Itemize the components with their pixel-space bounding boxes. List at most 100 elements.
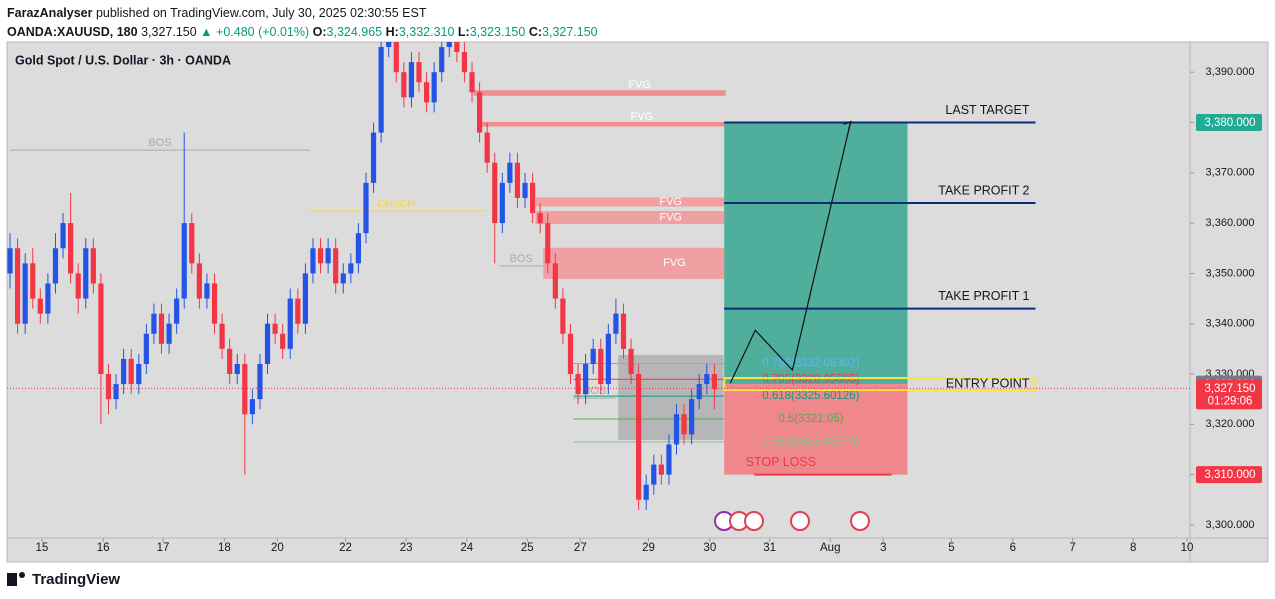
candle-body [446,42,452,48]
candle-body [393,42,399,73]
x-tick-label: 7 [1069,542,1075,554]
logo-mark [7,573,17,586]
fib-label: 0.5(3321.05) [778,413,843,425]
candle-body [590,348,596,364]
fvg-zone [543,247,726,279]
candle-body [567,333,574,375]
candle-body [204,283,210,299]
candle-body [136,363,142,385]
x-tick-label: 5 [948,542,954,554]
x-tick-label: 25 [521,542,534,554]
candle-body [189,223,195,264]
chart-title: Gold Spot / U.S. Dollar · 3h · OANDA [15,53,231,67]
candle-body [166,323,172,344]
x-tick-label: 27 [574,542,587,554]
candle-body [628,348,634,375]
change: ▲ +0.480 (+0.01%) [200,25,310,39]
level-label: TAKE PROFIT 2 [938,183,1029,197]
candle-body [408,62,415,98]
x-tick-label: 31 [763,542,776,554]
candle-body [30,263,36,299]
fvg-label: FVG [659,196,682,208]
price-badge-timer: 01:29:06 [1208,395,1253,407]
x-tick-label: 29 [642,542,655,554]
candle-body [461,52,468,73]
x-tick-label: 30 [703,542,716,554]
y-tick-label: 3,350.000 [1206,267,1255,279]
candle-body [484,132,490,163]
logo-mark [19,572,25,578]
fvg-label: FVG [659,211,682,223]
candle-body [143,333,149,364]
candle-body [643,484,649,500]
candle-body [90,248,96,284]
candle-body [378,47,384,133]
brand-name: TradingView [32,571,120,588]
candle-body [75,273,81,299]
last-price: 3,327.150 [141,25,197,39]
y-tick-label: 3,340.000 [1206,318,1255,330]
candle-body [211,283,218,324]
y-tick-label: 3,370.000 [1206,167,1255,179]
candle-body [264,323,271,364]
candle-body [302,273,309,324]
candle-body [181,223,187,299]
candle-body [242,363,248,415]
candle-body [113,384,119,400]
ohlc-value: 3,332.310 [398,25,455,39]
candle-body [7,248,13,274]
fib-label: 0.382(3316.49974) [762,436,859,448]
candle-body [219,323,225,349]
candle-body [98,283,104,375]
fvg-label: FVG [628,79,651,91]
candle-body [52,248,59,284]
candle-body [401,72,407,98]
candle-body [325,248,331,264]
candle-body [499,182,505,224]
event-icon [850,511,870,531]
fvg-zone [535,211,726,225]
candle-body [340,273,346,284]
structure-label: BOS [148,137,171,149]
candle-body [317,248,324,264]
y-tick-label: 3,300.000 [1206,519,1255,531]
candle-body [151,313,157,334]
candle-body [711,374,717,390]
level-label: ENTRY POINT [946,376,1030,390]
candle-body [128,358,134,385]
candle-body [552,263,558,299]
x-tick-label: 23 [400,542,413,554]
candle-body [469,72,475,93]
candle-body [423,82,430,103]
arrow-head [843,120,852,130]
ohlc-key: L: [457,25,470,39]
x-tick-label: 20 [271,542,284,554]
x-tick-label: 24 [460,542,473,554]
candle-body [545,223,551,264]
candle-body [658,464,664,475]
projection-path [729,121,852,384]
candle-body [704,374,710,385]
brand: TradingView [7,571,120,588]
candle-body [689,399,695,435]
candle-body [363,182,369,234]
candle-body [158,313,165,344]
candle-body [514,162,521,198]
fib-label: 0.786(3332.08302) [762,358,859,370]
publish-info: published on TradingView.com, July 30, 2… [95,6,427,20]
candle-body [613,313,619,334]
candle-body [439,47,445,73]
candle-body [227,348,233,375]
x-tick-label: 16 [97,542,110,554]
candle-body [696,384,702,400]
header: FarazAnalyser published on TradingView.c… [7,4,598,42]
axes: 3,300.0003,310.0003,320.0003,330.0003,34… [35,66,1262,554]
candle-body [598,348,604,385]
candle-body [37,298,43,314]
fib-label: 0.618(3325.60126) [762,390,859,402]
candle-body [310,248,316,274]
fvg-label: FVG [631,111,654,123]
publisher: FarazAnalyser [7,6,93,20]
